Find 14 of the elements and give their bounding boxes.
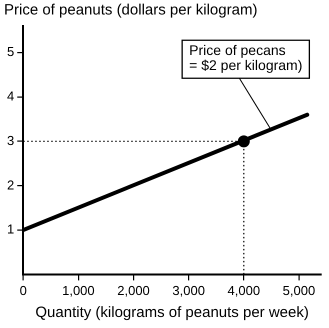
y-tick-label: 5 <box>6 44 14 60</box>
y-tick-label: 4 <box>6 88 14 104</box>
x-tick-label: 2,000 <box>117 282 150 298</box>
x-tick-label: 4,000 <box>228 282 260 298</box>
y-axis-title: Price of peanuts (dollars per kilogram) <box>4 2 258 19</box>
x-axis-title: Quantity (kilograms of peanuts per week) <box>35 304 309 322</box>
annotation: Price of pecans = $2 per kilogram) <box>189 42 302 74</box>
x-tick-label: 1,000 <box>62 282 95 298</box>
y-tick-label: 1 <box>6 222 14 237</box>
x-tick-label: 5,000 <box>282 282 316 298</box>
x-tick-label: 0 <box>20 282 27 298</box>
x-tick-label: 3,000 <box>172 282 205 298</box>
y-tick-label: 3 <box>6 132 14 148</box>
y-tick-label: 2 <box>6 177 14 192</box>
